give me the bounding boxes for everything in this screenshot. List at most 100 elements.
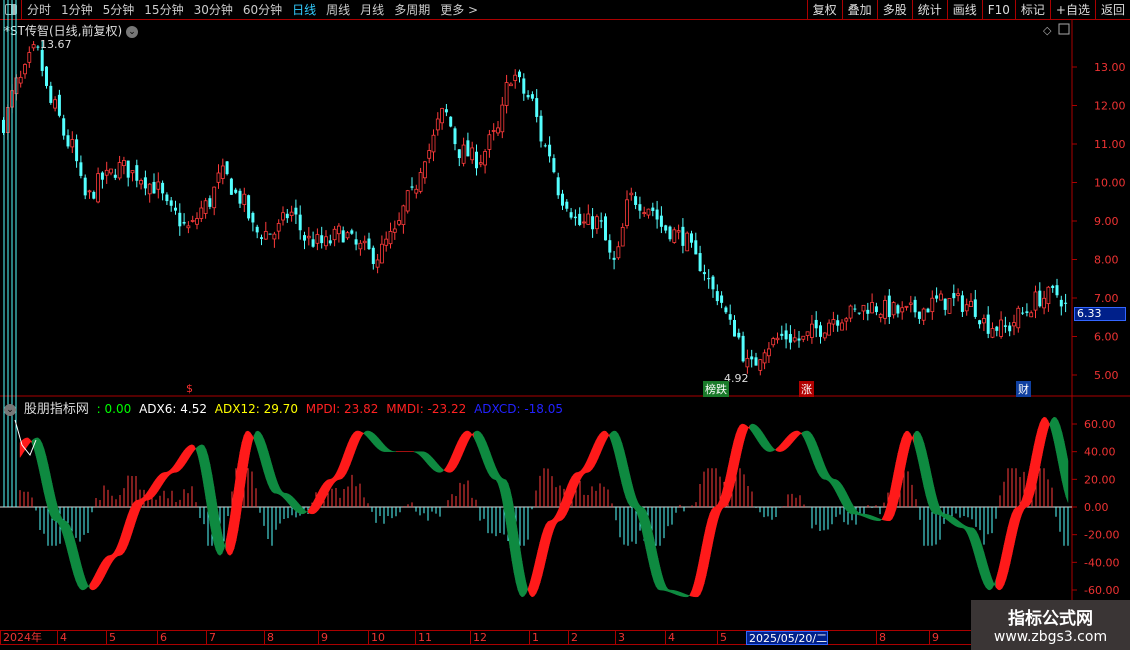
candle-body bbox=[543, 145, 547, 147]
adx-ribbon-segment bbox=[435, 461, 439, 473]
adx-ribbon-segment bbox=[333, 472, 337, 484]
adx-ribbon-segment bbox=[685, 594, 689, 598]
candle-body bbox=[947, 298, 952, 314]
candle-body bbox=[518, 71, 521, 78]
adx-ribbon-segment bbox=[985, 559, 989, 591]
candle-body bbox=[491, 130, 496, 132]
adx-ribbon-segment bbox=[753, 423, 757, 439]
adx-ribbon-segment bbox=[385, 446, 389, 452]
adx-ribbon-segment bbox=[73, 537, 77, 582]
adx-ribbon-segment bbox=[907, 430, 911, 454]
adx-ribbon-segment bbox=[91, 576, 95, 591]
adx-ribbon-segment bbox=[819, 452, 823, 479]
adx-ribbon-segment bbox=[451, 450, 455, 473]
candle-body bbox=[49, 85, 53, 103]
period-tab[interactable]: 1分钟 bbox=[61, 3, 93, 17]
adx-ribbon-segment bbox=[439, 465, 443, 473]
adx-ribbon-segment bbox=[357, 430, 361, 444]
adx-ribbon-segment bbox=[237, 451, 241, 531]
adx-ribbon-segment bbox=[455, 441, 459, 469]
adx-ribbon-segment bbox=[657, 558, 661, 591]
adx-ribbon-segment bbox=[881, 515, 885, 521]
adx-ribbon-segment bbox=[449, 455, 453, 473]
adx-ribbon-segment bbox=[227, 518, 231, 556]
candle-body bbox=[775, 337, 780, 341]
adx-ribbon-segment bbox=[823, 463, 827, 480]
period-tab[interactable]: 5分钟 bbox=[102, 3, 135, 17]
candle-body bbox=[18, 76, 23, 84]
adx-ribbon-segment bbox=[327, 479, 331, 494]
adx-ribbon-segment bbox=[37, 437, 41, 474]
candle-body bbox=[861, 304, 866, 312]
toolbar-button[interactable]: +自选 bbox=[1049, 0, 1095, 20]
adx-ribbon-segment bbox=[1007, 519, 1011, 573]
adx-ribbon-segment bbox=[1033, 436, 1037, 494]
candle-body bbox=[664, 225, 668, 231]
period-tab[interactable]: 更多 > bbox=[440, 3, 479, 17]
period-tab[interactable]: 60分钟 bbox=[242, 3, 283, 17]
adx-ribbon-segment bbox=[917, 430, 921, 469]
adx-ribbon-segment bbox=[447, 459, 451, 473]
candle-body bbox=[165, 194, 169, 202]
period-tab[interactable]: 分时 bbox=[27, 3, 52, 17]
toolbar-button[interactable]: 叠加 bbox=[841, 0, 877, 20]
toolbar-button[interactable]: 标记 bbox=[1014, 0, 1050, 20]
candle-body bbox=[354, 239, 358, 245]
event-marker[interactable]: $ bbox=[186, 382, 193, 395]
time-label: 8 bbox=[264, 631, 274, 645]
adx-ribbon-segment bbox=[619, 437, 623, 484]
toolbar-button[interactable]: 多股 bbox=[876, 0, 912, 20]
time-label: 2 bbox=[568, 631, 578, 645]
adx-ribbon-segment bbox=[335, 469, 339, 482]
toolbar-button[interactable]: F10 bbox=[981, 0, 1015, 20]
event-marker[interactable]: 财 bbox=[1016, 381, 1031, 397]
period-tab[interactable]: 月线 bbox=[360, 3, 385, 17]
period-tab[interactable]: 30分钟 bbox=[193, 3, 233, 17]
candle-body bbox=[315, 234, 320, 244]
adx-ribbon-segment bbox=[959, 521, 963, 529]
candle-body bbox=[508, 83, 513, 87]
adx-ribbon-segment bbox=[767, 440, 771, 452]
candle-body bbox=[156, 181, 161, 190]
candle-body bbox=[638, 204, 642, 211]
adx-ribbon-segment bbox=[761, 431, 765, 450]
period-tab[interactable]: 多周期 bbox=[394, 3, 431, 17]
adx-ribbon-segment bbox=[497, 471, 501, 490]
adx-ribbon-segment bbox=[481, 433, 485, 464]
adx-ribbon-segment bbox=[371, 431, 375, 446]
adx-ribbon-segment bbox=[473, 430, 477, 443]
adx-ribbon-segment bbox=[963, 524, 967, 532]
period-tab[interactable]: 15分钟 bbox=[144, 3, 184, 17]
adx-ribbon-segment bbox=[971, 527, 975, 553]
adx-ribbon-segment bbox=[641, 506, 645, 540]
period-tab[interactable]: 周线 bbox=[326, 3, 351, 17]
period-tab[interactable]: 日线 bbox=[292, 3, 317, 17]
adx-ribbon-segment bbox=[197, 444, 201, 465]
adx-ribbon-segment bbox=[669, 589, 673, 594]
candle-body bbox=[401, 205, 406, 226]
adx6-value: ADX6: 4.52 bbox=[139, 402, 207, 416]
event-marker[interactable]: 涨 bbox=[799, 381, 814, 397]
adx-ribbon-segment bbox=[235, 463, 239, 541]
toolbar-button[interactable]: 返回 bbox=[1094, 0, 1130, 20]
candle-body bbox=[887, 295, 891, 318]
time-label: 4 bbox=[57, 631, 67, 645]
chevron-down-icon[interactable]: ⌄ bbox=[125, 25, 138, 38]
event-marker[interactable]: 榜跌 bbox=[703, 381, 729, 397]
toolbar-button[interactable]: 画线 bbox=[946, 0, 982, 20]
adx-ribbon-segment bbox=[931, 477, 935, 515]
adx-ribbon-segment bbox=[773, 448, 777, 452]
candle-body bbox=[1038, 290, 1042, 307]
adx-ribbon-segment bbox=[129, 505, 133, 540]
toolbar-button[interactable]: 复权 bbox=[806, 0, 842, 20]
candle-body bbox=[978, 320, 982, 325]
adx-ribbon-segment bbox=[247, 430, 251, 464]
candle-body bbox=[457, 149, 461, 159]
adx-ribbon-segment bbox=[77, 552, 81, 590]
adx-ribbon-segment bbox=[117, 538, 121, 557]
candle-body bbox=[1012, 322, 1016, 327]
candle-body bbox=[711, 276, 715, 290]
toolbar-button[interactable]: 统计 bbox=[911, 0, 947, 20]
chevron-down-icon[interactable]: ⌄ bbox=[4, 403, 16, 416]
